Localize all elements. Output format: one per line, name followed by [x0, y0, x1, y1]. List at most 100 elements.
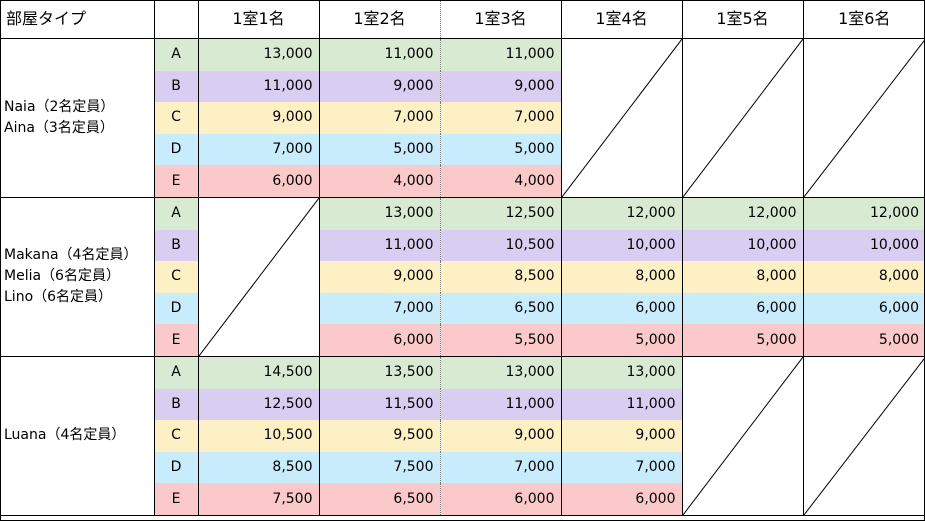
table-row: C 9,000 8,500 8,000 8,000 8,000 — [0, 261, 925, 293]
unavailable-cell — [682, 356, 804, 516]
unavailable-cell — [803, 38, 925, 198]
price-cell: 5,500 — [439, 324, 562, 357]
price-cell: 11,500 — [318, 388, 440, 421]
price-cell: 12,000 — [803, 197, 925, 230]
room-type-name: Melia（6名定員） — [4, 268, 120, 285]
price-cell: 9,000 — [318, 261, 440, 293]
diagonal-line — [199, 198, 319, 356]
col-header-2: 1室2名 — [318, 0, 440, 39]
col-header-3: 1室3名 — [439, 0, 562, 39]
header-row: 部屋タイプ 1室1名 1室2名 1室3名 1室4名 1室5名 1室6名 — [0, 0, 925, 39]
price-cell: 8,000 — [561, 261, 683, 293]
col-header-6: 1室6名 — [803, 0, 925, 39]
room-type-name: Aina（3名定員） — [4, 119, 114, 136]
table-row: E 7,500 6,500 6,000 6,000 — [0, 483, 925, 516]
table-row: D 7,000 5,000 5,000 — [0, 133, 925, 166]
price-cell: 9,000 — [198, 102, 320, 134]
price-cell: 10,000 — [803, 229, 925, 262]
price-cell: 5,000 — [803, 324, 925, 357]
table-row: B 11,000 10,500 10,000 10,000 10,000 — [0, 229, 925, 262]
rank-header — [154, 0, 199, 39]
diagonal-line — [683, 357, 803, 515]
price-cell: 7,500 — [198, 483, 320, 516]
unavailable-cell — [198, 197, 320, 357]
rank-cell: B — [154, 229, 199, 262]
rank-cell: A — [154, 356, 199, 389]
price-cell: 8,500 — [439, 261, 562, 293]
price-cell: 6,000 — [682, 292, 804, 325]
price-cell: 12,500 — [439, 197, 562, 230]
price-cell: 7,500 — [318, 451, 440, 484]
price-cell: 5,000 — [318, 133, 440, 166]
rank-cell: D — [154, 292, 199, 325]
price-cell: 9,000 — [439, 420, 562, 452]
room-type-name: Luana（4名定員） — [4, 427, 126, 444]
price-cell: 12,000 — [561, 197, 683, 230]
rank-cell: C — [154, 420, 199, 452]
price-cell: 11,000 — [561, 388, 683, 421]
price-cell: 7,000 — [439, 102, 562, 134]
price-cell: 6,000 — [561, 483, 683, 516]
rank-cell: D — [154, 451, 199, 484]
price-cell: 7,000 — [318, 102, 440, 134]
rank-cell: B — [154, 70, 199, 103]
price-cell: 13,500 — [318, 356, 440, 389]
room-type-name: Naia（2名定員） — [4, 98, 115, 115]
room-type-header: 部屋タイプ — [0, 0, 155, 39]
price-cell: 5,000 — [561, 324, 683, 357]
col-header-1: 1室1名 — [198, 0, 320, 39]
rank-cell: D — [154, 133, 199, 166]
unavailable-cell — [682, 38, 804, 198]
rank-cell: A — [154, 197, 199, 230]
price-cell: 10,000 — [561, 229, 683, 262]
diagonal-line — [562, 39, 682, 197]
price-cell: 7,000 — [198, 133, 320, 166]
table-row: D 7,000 6,500 6,000 6,000 6,000 — [0, 292, 925, 325]
price-cell: 14,500 — [198, 356, 320, 389]
price-cell: 13,000 — [439, 356, 562, 389]
table-row: E 6,000 4,000 4,000 — [0, 165, 925, 198]
table-row: C 10,500 9,500 9,000 9,000 — [0, 420, 925, 452]
price-cell: 11,000 — [318, 38, 440, 71]
price-cell: 6,500 — [439, 292, 562, 325]
room-type-cell: Makana（4名定員） Melia（6名定員） Lino（6名定員） — [0, 197, 155, 357]
room-type-cell: Naia（2名定員） Aina（3名定員） — [0, 38, 155, 198]
table-row: Naia（2名定員） Aina（3名定員） A 13,000 11,000 11,000 — [0, 38, 925, 198]
price-cell: 5,000 — [682, 324, 804, 357]
price-cell: 10,000 — [682, 229, 804, 262]
price-cell: 7,000 — [318, 292, 440, 325]
price-cell: 9,500 — [318, 420, 440, 452]
room-type-name: Lino（6名定員） — [4, 289, 113, 306]
price-cell: 6,000 — [561, 292, 683, 325]
table-row: C 9,000 7,000 7,000 — [0, 102, 925, 134]
table-row: D 8,500 7,500 7,000 7,000 — [0, 451, 925, 484]
price-cell: 6,000 — [803, 292, 925, 325]
price-cell: 11,000 — [439, 38, 562, 71]
price-cell: 11,000 — [318, 229, 440, 262]
price-cell: 4,000 — [318, 165, 440, 198]
unavailable-cell — [561, 38, 683, 198]
price-cell: 10,500 — [439, 229, 562, 262]
price-cell: 12,500 — [198, 388, 320, 421]
price-cell: 7,000 — [439, 451, 562, 484]
price-cell: 7,000 — [561, 451, 683, 484]
price-cell: 4,000 — [439, 165, 562, 198]
price-cell: 11,000 — [439, 388, 562, 421]
rank-cell: E — [154, 165, 199, 198]
rank-cell: A — [154, 38, 199, 71]
diagonal-line — [804, 39, 925, 197]
price-cell: 6,000 — [318, 324, 440, 357]
col-header-5: 1室5名 — [682, 0, 804, 39]
price-cell: 13,000 — [198, 38, 320, 71]
price-cell: 10,500 — [198, 420, 320, 452]
room-type-cell: Luana（4名定員） — [0, 356, 155, 516]
price-cell: 8,000 — [682, 261, 804, 293]
price-cell: 11,000 — [198, 70, 320, 103]
col-header-4: 1室4名 — [561, 0, 683, 39]
price-cell: 5,000 — [439, 133, 562, 166]
price-cell: 8,500 — [198, 451, 320, 484]
rank-cell: C — [154, 261, 199, 293]
diagonal-line — [804, 357, 925, 515]
